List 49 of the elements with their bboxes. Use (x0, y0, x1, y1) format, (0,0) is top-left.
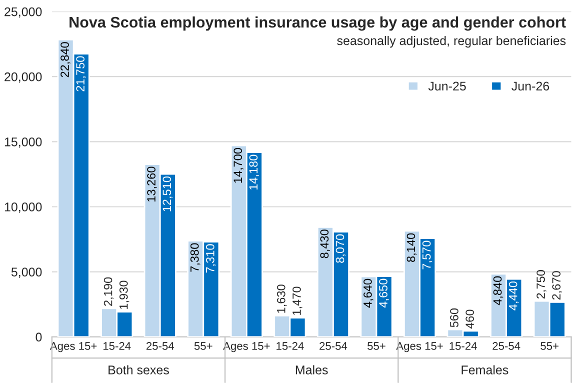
text: Females (462, 365, 508, 374)
data-label: 21,750 (76, 56, 86, 92)
data-label: 460 (466, 310, 474, 329)
data-label: 4,640 (364, 278, 374, 308)
x-tick-label: 15-24 (450, 342, 477, 350)
data-label: 13,260 (147, 166, 157, 202)
text: Both sexes (108, 365, 169, 374)
data-label: 7,380 (190, 243, 200, 272)
x-tick-label: 55+ (368, 342, 386, 350)
data-label: 2,190 (104, 277, 114, 306)
data-label: 8,140 (406, 233, 417, 262)
legend-label: Jun-25 (428, 82, 466, 91)
text: seasonally adjusted, regular beneficiaries (337, 36, 566, 48)
data-label: 12,510 (162, 176, 172, 212)
data-label: 4,440 (508, 282, 519, 310)
data-label: 14,700 (234, 148, 244, 183)
chart-title: Nova Scotia employment insurance usage by age and gender cohort (70, 16, 566, 31)
x-tick-label: 15-24 (276, 342, 304, 350)
legend-label: Jun-26 (512, 82, 550, 91)
data-label: 4,650 (379, 278, 389, 308)
data-label: 7,570 (422, 240, 432, 270)
data-label: 4,840 (493, 276, 504, 306)
y-tick-label: 5,000 (11, 268, 42, 278)
data-label: 14,180 (249, 154, 260, 190)
data-label: 2,670 (552, 271, 562, 300)
data-label: 1,630 (276, 284, 287, 313)
data-label: 1,930 (119, 280, 130, 309)
data-label: 2,750 (536, 270, 546, 299)
x-tick-label: Ages 15+ (396, 342, 443, 352)
y-tick-label: 0 (36, 332, 42, 342)
x-tick-label: 55+ (194, 342, 212, 350)
y-tick-label: 10,000 (4, 202, 42, 213)
data-label: 7,310 (206, 244, 216, 273)
x-tick-label: 25-54 (492, 342, 520, 350)
y-tick-label: 15,000 (4, 137, 42, 148)
data-label: 8,070 (336, 234, 346, 263)
x-tick-label: 25-54 (320, 342, 348, 350)
text: Males (296, 365, 328, 374)
x-tick-label: Ages 15+ (50, 342, 97, 352)
y-tick-label: 20,000 (4, 72, 42, 83)
data-label: 8,430 (320, 230, 330, 258)
data-label: 22,840 (60, 42, 70, 78)
data-label: 560 (450, 308, 458, 328)
x-tick-label: 55+ (540, 342, 558, 350)
y-tick-label: 25,000 (4, 7, 42, 18)
x-tick-label: 15-24 (103, 342, 131, 350)
data-label: 1,470 (292, 286, 302, 315)
x-tick-label: 25-54 (146, 342, 174, 350)
x-tick-label: Ages 15+ (223, 342, 270, 352)
